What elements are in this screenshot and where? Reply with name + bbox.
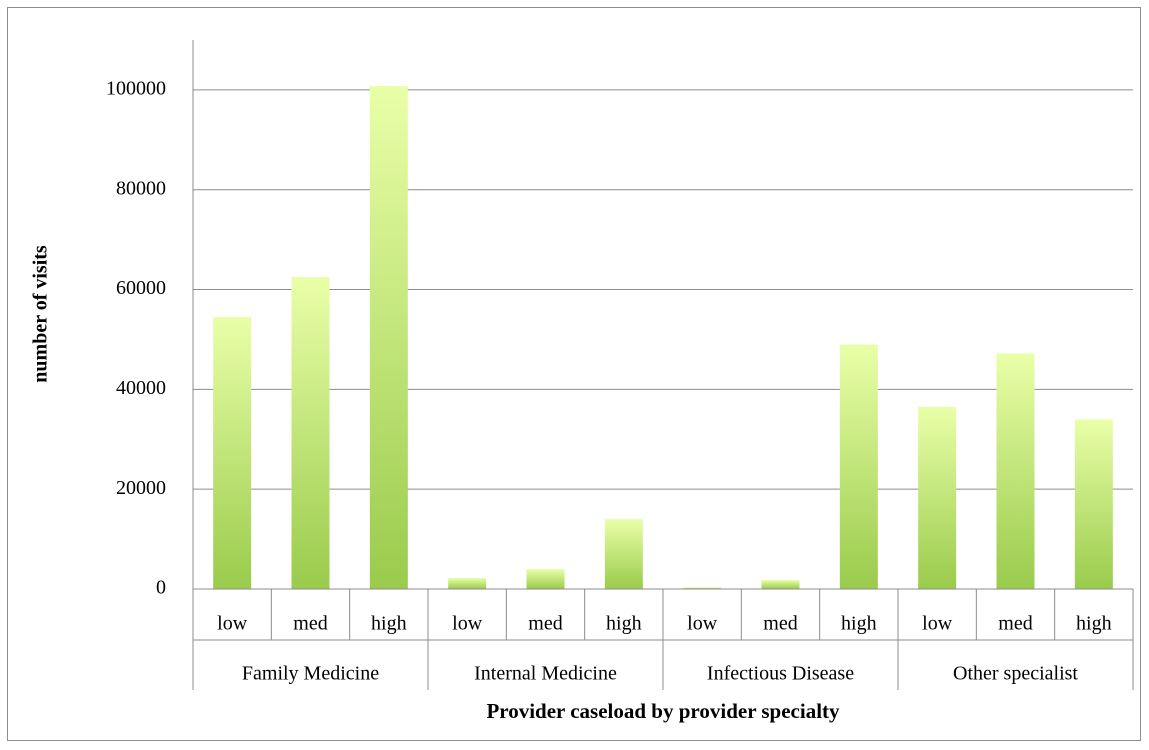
y-axis-title: number of visits [30, 245, 52, 383]
x-tick-label: med [763, 613, 797, 635]
y-tick-label: 60000 [116, 277, 166, 299]
y-tick-label: 40000 [116, 377, 166, 399]
x-tick-label: low [687, 613, 718, 635]
x-tick-label: low [452, 613, 483, 635]
bar [291, 277, 330, 589]
chart-frame [7, 7, 1141, 741]
x-tick-label: high [841, 613, 877, 635]
bar [526, 569, 565, 589]
bar [918, 406, 957, 589]
x-tick-label: high [371, 613, 407, 635]
group-label: Other specialist [953, 663, 1078, 685]
bar [839, 344, 878, 589]
x-tick-label: med [998, 613, 1032, 635]
group-label: Infectious Disease [707, 663, 854, 685]
y-tick-label: 80000 [116, 177, 166, 199]
group-label: Family Medicine [242, 663, 379, 685]
bar [683, 587, 722, 589]
x-axis-title: Provider caseload by provider specialty [486, 699, 840, 723]
bar [604, 519, 643, 589]
x-tick-label: med [293, 613, 327, 635]
bar [1074, 419, 1113, 589]
x-tick-label: high [606, 613, 642, 635]
x-tick-label: med [528, 613, 562, 635]
y-tick-label: 100000 [106, 78, 166, 100]
bar [369, 85, 408, 589]
x-tick-label: low [922, 613, 953, 635]
bar [761, 580, 800, 589]
bar [448, 578, 487, 589]
y-tick-label: 20000 [116, 477, 166, 499]
y-tick-label: 0 [156, 577, 166, 599]
x-tick-label: high [1076, 613, 1112, 635]
bar [996, 353, 1035, 589]
x-tick-label: low [217, 613, 248, 635]
group-label: Internal Medicine [474, 663, 617, 685]
bar [213, 316, 252, 589]
